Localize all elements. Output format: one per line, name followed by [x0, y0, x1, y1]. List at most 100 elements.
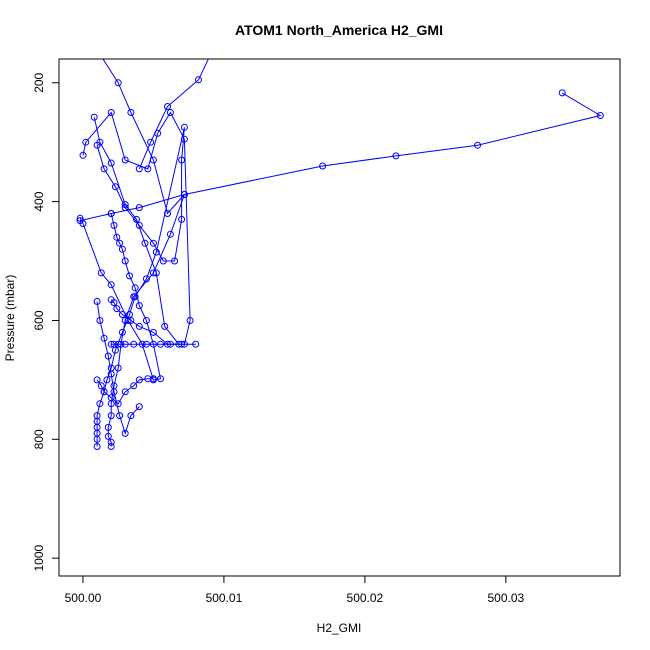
data-point	[319, 162, 327, 170]
data-point	[116, 239, 124, 247]
data-point	[175, 340, 183, 348]
data-point	[178, 215, 186, 223]
data-point	[127, 412, 135, 420]
data-point	[76, 217, 84, 225]
series-7	[76, 89, 604, 225]
data-point	[93, 376, 101, 384]
series-5	[90, 113, 200, 348]
series-line	[96, 301, 140, 436]
data-point	[107, 438, 115, 446]
data-point	[110, 340, 118, 348]
data-point	[121, 429, 129, 437]
data-point	[96, 317, 104, 324]
data-point	[135, 165, 143, 173]
y-tick-label: 600	[32, 310, 46, 330]
data-point	[96, 400, 104, 408]
data-point	[596, 112, 604, 119]
data-point	[107, 159, 115, 167]
series-line	[79, 213, 162, 381]
data-point	[93, 435, 101, 443]
data-point	[107, 370, 115, 378]
data-point	[127, 109, 135, 116]
data-point	[107, 394, 115, 402]
series-line	[79, 92, 602, 222]
data-point	[147, 138, 155, 146]
data-point	[195, 76, 202, 84]
data-point	[107, 412, 115, 420]
y-axis: 200 400 600 800 1000	[32, 72, 59, 572]
data-point	[107, 443, 115, 450]
data-point	[127, 317, 135, 324]
series-layer	[76, 51, 604, 450]
y-axis-label: Pressure (mbar)	[3, 275, 17, 362]
data-point	[121, 340, 129, 348]
data-point	[152, 269, 160, 277]
data-point	[90, 113, 98, 121]
data-point	[180, 135, 188, 143]
data-point	[110, 221, 118, 229]
series-line	[93, 117, 196, 345]
data-point	[133, 215, 140, 223]
series-4	[79, 109, 194, 348]
data-point	[171, 257, 179, 265]
x-axis: 500.00 500.01 500.02 500.03	[65, 576, 525, 605]
data-point	[149, 328, 157, 336]
y-tick-label: 1000	[32, 545, 46, 572]
data-point	[96, 138, 104, 146]
data-point	[186, 317, 194, 324]
data-point	[104, 432, 112, 440]
data-point	[100, 165, 108, 173]
data-point	[114, 400, 122, 408]
data-point	[159, 257, 167, 265]
data-point	[104, 423, 112, 431]
data-point	[135, 322, 143, 330]
series-2	[97, 51, 188, 450]
data-point	[111, 183, 119, 191]
data-point	[192, 340, 200, 348]
x-axis-label: H2_GMI	[317, 621, 362, 635]
data-point	[97, 51, 103, 57]
series-line	[102, 59, 185, 447]
series-line	[138, 59, 209, 170]
data-point	[104, 352, 112, 360]
data-point	[149, 375, 157, 383]
data-point	[164, 103, 171, 110]
data-point	[131, 284, 139, 292]
data-point	[113, 305, 121, 313]
data-point	[161, 322, 169, 330]
data-point	[164, 340, 171, 348]
series-6	[135, 59, 212, 173]
data-point	[76, 214, 84, 222]
data-point	[118, 311, 126, 318]
data-point	[207, 59, 212, 60]
data-point	[103, 376, 111, 384]
series-3	[76, 210, 164, 384]
data-point	[121, 156, 129, 164]
y-tick-label: 800	[32, 429, 46, 449]
data-point	[135, 376, 143, 384]
x-tick-label: 500.02	[347, 591, 384, 605]
data-point	[135, 403, 143, 411]
data-point	[126, 272, 133, 280]
data-point	[130, 382, 138, 390]
data-point	[558, 89, 566, 97]
data-point	[93, 298, 101, 305]
series-1	[93, 123, 188, 450]
data-point	[107, 210, 115, 217]
data-point	[107, 281, 115, 289]
data-point	[97, 382, 105, 390]
data-point	[164, 210, 171, 217]
data-point	[107, 296, 115, 304]
plot-frame	[58, 58, 621, 577]
data-point	[93, 443, 101, 450]
data-point	[135, 204, 143, 212]
data-point	[100, 388, 108, 396]
data-point	[149, 239, 157, 247]
data-point	[110, 388, 118, 396]
data-point	[142, 340, 150, 348]
data-point	[79, 151, 87, 159]
series-8	[93, 375, 157, 408]
data-point	[121, 201, 129, 209]
data-point	[178, 340, 186, 348]
